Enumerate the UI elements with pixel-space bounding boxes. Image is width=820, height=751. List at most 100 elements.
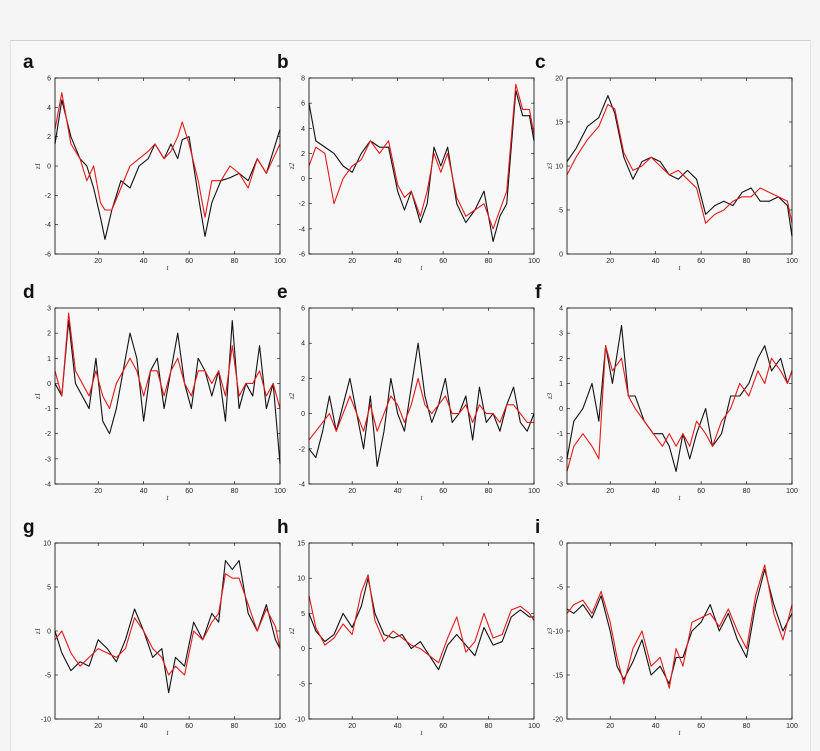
series-line-black xyxy=(54,99,281,240)
x-axis-label: t xyxy=(167,264,170,272)
x-tick-label: 100 xyxy=(274,258,286,265)
y-tick-label: 2 xyxy=(301,151,305,158)
y-axis-label: z3 xyxy=(546,392,554,400)
y-tick-label: -10 xyxy=(553,629,563,636)
x-tick-label: 80 xyxy=(231,723,239,730)
x-tick-label: 20 xyxy=(94,488,102,495)
axes-box xyxy=(308,77,535,255)
panel-a: a 20 40 60 80 100 -6 -4 -2 0 2 4 6 t z1 xyxy=(23,52,286,273)
axes-box xyxy=(566,542,793,720)
panel-letter-h: h xyxy=(277,517,289,538)
y-tick-label: -5 xyxy=(45,673,51,680)
y-tick-label: 6 xyxy=(301,306,305,313)
y-axis-label: z1 xyxy=(34,628,42,635)
x-tick-label: 100 xyxy=(528,488,540,495)
x-tick-label: 80 xyxy=(231,258,239,265)
series-line-red xyxy=(308,377,534,441)
panel-letter-i: i xyxy=(535,517,541,538)
x-axis-label: t xyxy=(421,494,424,502)
panel-letter-f: f xyxy=(535,282,542,303)
x-tick-label: 40 xyxy=(394,723,402,730)
x-axis-label: t xyxy=(679,494,682,502)
chart-h: 20 40 60 80 100 -10 -5 0 5 10 15 t z2 xyxy=(288,541,540,738)
y-tick-label: -2 xyxy=(557,456,563,463)
chart-d: 20 40 60 80 100 -4 -3 -2 -1 0 1 2 3 t z1 xyxy=(34,306,286,503)
x-tick-label: 60 xyxy=(185,723,193,730)
y-tick-label: 0 xyxy=(559,252,563,259)
x-tick-label: 80 xyxy=(485,488,493,495)
panel-g: g 20 40 60 80 100 -10 -5 0 5 10 t z1 xyxy=(23,517,286,737)
y-tick-label: 0 xyxy=(47,381,51,388)
y-tick-label: 0 xyxy=(559,541,563,548)
x-tick-label: 60 xyxy=(697,488,705,495)
panel-letter-b: b xyxy=(277,52,289,73)
y-tick-label: -10 xyxy=(295,717,305,724)
y-tick-label: -6 xyxy=(299,252,305,259)
y-tick-label: -3 xyxy=(45,456,51,463)
x-tick-label: 60 xyxy=(185,488,193,495)
x-tick-label: 100 xyxy=(528,723,540,730)
y-tick-label: 3 xyxy=(47,306,51,313)
x-tick-label: 80 xyxy=(743,723,751,730)
x-tick-label: 80 xyxy=(743,258,751,265)
chart-i: 20 40 60 80 100 -20 -15 -10 -5 0 t z3 xyxy=(546,541,798,738)
axes-box xyxy=(566,307,793,485)
y-tick-label: -2 xyxy=(299,446,305,453)
y-tick-label: -5 xyxy=(557,585,563,592)
x-tick-label: 60 xyxy=(439,723,447,730)
axes-box xyxy=(54,542,281,720)
y-tick-label: -5 xyxy=(299,681,305,688)
axes-box xyxy=(54,307,281,485)
x-tick-label: 60 xyxy=(697,723,705,730)
panel-letter-a: a xyxy=(23,52,34,73)
y-tick-label: 1 xyxy=(47,356,51,363)
x-tick-label: 20 xyxy=(606,488,614,495)
y-tick-label: 4 xyxy=(47,105,51,112)
y-tick-label: -2 xyxy=(45,193,51,200)
x-tick-label: 20 xyxy=(348,723,356,730)
series-line-red xyxy=(308,574,535,664)
x-tick-label: 20 xyxy=(348,258,356,265)
x-axis-label: t xyxy=(421,729,424,737)
y-tick-label: 15 xyxy=(555,120,563,127)
x-tick-label: 20 xyxy=(606,258,614,265)
y-tick-label: 5 xyxy=(559,208,563,215)
panel-c: c 20 40 60 80 100 0 5 10 15 20 t z3 xyxy=(535,52,798,272)
y-tick-label: -4 xyxy=(299,226,305,233)
x-tick-label: 100 xyxy=(786,488,798,495)
y-tick-label: -20 xyxy=(553,717,563,724)
y-tick-label: 0 xyxy=(301,646,305,653)
y-tick-label: 2 xyxy=(301,376,305,383)
y-tick-label: 2 xyxy=(559,356,563,363)
y-tick-label: -10 xyxy=(41,717,51,724)
series-line-red xyxy=(54,92,281,218)
y-tick-label: 0 xyxy=(559,406,563,413)
y-tick-label: 20 xyxy=(555,76,563,83)
y-tick-label: -4 xyxy=(45,222,51,229)
x-tick-label: 100 xyxy=(528,258,540,265)
x-tick-label: 80 xyxy=(485,723,493,730)
x-tick-label: 100 xyxy=(274,723,286,730)
series-line-black xyxy=(308,577,534,671)
x-tick-label: 20 xyxy=(94,723,102,730)
panel-e: e 20 40 60 80 100 -4 -2 0 2 4 6 t z2 xyxy=(277,282,540,502)
axes-box xyxy=(54,77,281,255)
chart-b: 20 40 60 80 100 -6 -4 -2 0 2 4 6 8 t z2 xyxy=(288,76,540,273)
x-tick-label: 40 xyxy=(140,488,148,495)
series-line-red xyxy=(566,103,793,224)
x-tick-label: 40 xyxy=(652,723,660,730)
panel-h: h 20 40 60 80 100 -10 -5 0 5 10 15 t z2 xyxy=(277,517,540,738)
series-line-black xyxy=(308,90,535,242)
y-axis-label: z1 xyxy=(34,393,42,400)
series-line-red xyxy=(54,573,281,676)
panel-d: d 20 40 60 80 100 -4 -3 -2 -1 0 1 2 3 t z1 xyxy=(23,282,286,503)
axes-box xyxy=(308,542,535,720)
y-axis-label: z3 xyxy=(546,627,554,635)
panel-letter-d: d xyxy=(23,282,35,303)
x-tick-label: 40 xyxy=(652,258,660,265)
x-tick-label: 80 xyxy=(743,488,751,495)
y-tick-label: 0 xyxy=(301,411,305,418)
y-axis-label: z2 xyxy=(288,627,296,635)
y-tick-label: 0 xyxy=(47,629,51,636)
chart-a: 20 40 60 80 100 -6 -4 -2 0 2 4 6 t z1 xyxy=(34,76,286,273)
